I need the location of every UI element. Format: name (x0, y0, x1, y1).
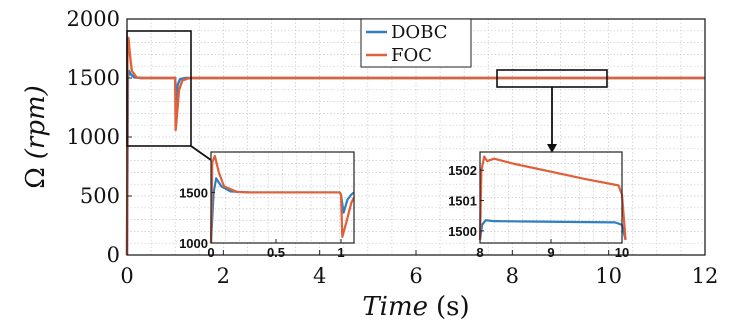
legend-label-dobc: DOBC (391, 22, 448, 43)
inset-x-tick-label: 1 (337, 245, 344, 260)
x-tick-label: 6 (409, 264, 422, 288)
legend-box (360, 18, 472, 68)
inset-x-tick-label: 9 (547, 245, 554, 260)
series-line-foc (209, 154, 355, 244)
inset-y-tick-label: 1000 (179, 236, 208, 251)
legend: DOBC FOC (360, 18, 472, 68)
x-tick-label: 4 (313, 264, 326, 288)
main-series (125, 36, 705, 256)
series-line-foc (478, 155, 627, 241)
y-tick-label: 1500 (67, 66, 120, 90)
x-axis-label: Time (s) (362, 292, 469, 322)
y-tick-label: 1000 (67, 125, 120, 149)
inset-x-tick-label: 10 (615, 245, 629, 260)
inset-steady: 8 9 10 1500 1501 1502 (448, 151, 629, 260)
zoom-box-transient (126, 30, 192, 147)
y-tick-label: 0 (107, 243, 120, 267)
main-y-ticks: 0 500 1000 1500 2000 (67, 7, 132, 267)
y-tick-label: 500 (80, 184, 120, 208)
inset-y-tick-label: 1500 (448, 224, 477, 239)
inset-y-tick-label: 1500 (179, 185, 208, 200)
x-tick-label: 0 (120, 264, 133, 288)
y-axis-label: Ω(rpm) (21, 85, 51, 189)
x-tick-label: 8 (506, 264, 519, 288)
y-tick-label: 2000 (67, 7, 120, 31)
inset-x-tick-label: 0 (207, 245, 214, 260)
inset-y-tick-label: 1502 (448, 163, 477, 178)
zoom-arrow-right-head (547, 144, 557, 153)
x-tick-label: 10 (595, 264, 622, 288)
x-tick-label: 12 (692, 264, 719, 288)
legend-label-foc: FOC (391, 45, 432, 66)
inset-x-tick-label: 8 (476, 245, 483, 260)
inset-x-tick-label: 0.5 (267, 245, 285, 260)
main-x-ticks: 0 2 4 6 8 10 12 (120, 250, 718, 288)
inset-y-tick-label: 1501 (448, 194, 477, 209)
x-tick-label: 2 (217, 264, 230, 288)
series-line-dobc (478, 219, 627, 241)
series-line-foc (125, 36, 705, 256)
inset-transient: 0 0.5 1 1000 1500 (179, 151, 355, 260)
